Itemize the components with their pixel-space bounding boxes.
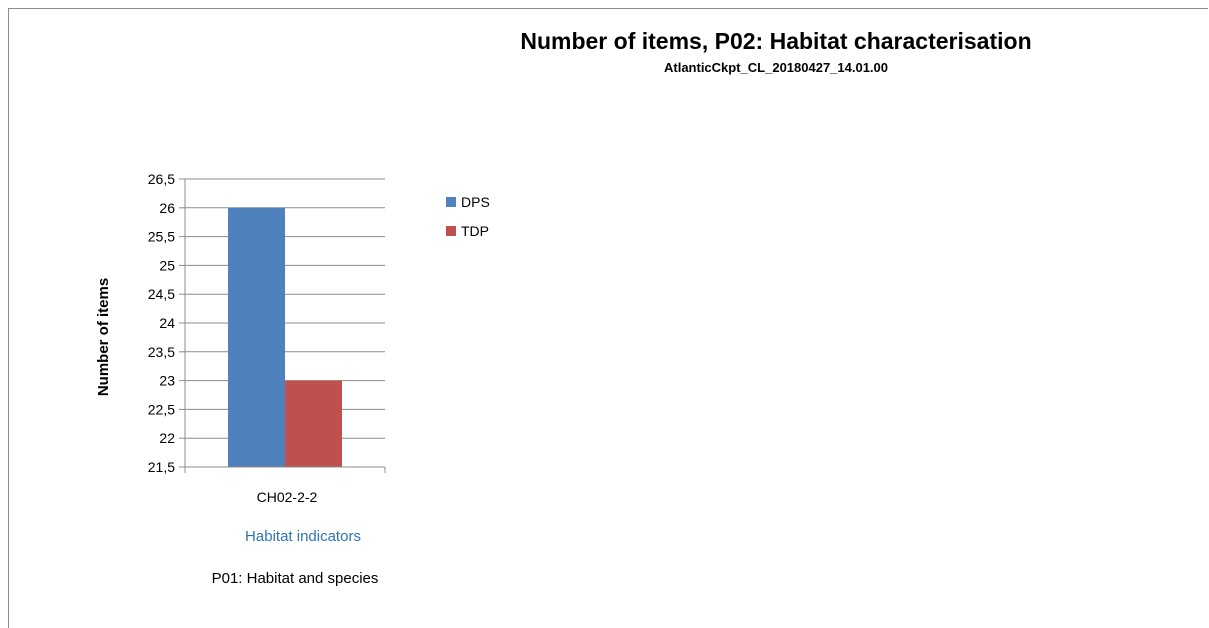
bar-dps bbox=[228, 207, 285, 468]
legend: DPS TDP bbox=[446, 194, 490, 239]
y-tick-label: 25 bbox=[159, 257, 175, 273]
legend-label: DPS bbox=[461, 194, 490, 210]
y-tick-label: 26,5 bbox=[148, 171, 175, 187]
y-tick-label: 23,5 bbox=[148, 344, 175, 360]
chart-frame bbox=[8, 8, 1208, 628]
legend-swatch bbox=[446, 226, 456, 236]
legend-swatch bbox=[446, 197, 456, 207]
y-tick-label: 25,5 bbox=[148, 229, 175, 245]
y-tick-label: 22 bbox=[159, 430, 175, 446]
bar-tdp bbox=[285, 380, 342, 467]
y-tick-label: 22,5 bbox=[148, 401, 175, 417]
footnote: P01: Habitat and species bbox=[212, 570, 379, 587]
y-tick-label: 23 bbox=[159, 373, 175, 389]
y-axis-label: Number of items bbox=[95, 278, 112, 396]
y-tick-label: 24 bbox=[159, 315, 175, 331]
x-axis-label: Habitat indicators bbox=[245, 528, 361, 545]
chart-subtitle: AtlanticCkpt_CL_20180427_14.01.00 bbox=[663, 60, 889, 75]
y-tick-labels: 21,5 22 22,5 23 23,5 24 24,5 25 25,5 26 26,5 bbox=[148, 171, 175, 475]
y-tick-label: 21,5 bbox=[148, 459, 175, 475]
y-tick-label: 26 bbox=[159, 200, 175, 216]
chart-title: Number of items, P02: Habitat characteri… bbox=[520, 28, 1032, 54]
legend-label: TDP bbox=[461, 223, 489, 239]
bars bbox=[228, 207, 342, 468]
axes bbox=[179, 178, 386, 473]
x-tick-label: CH02-2-2 bbox=[257, 489, 318, 505]
y-tick-label: 24,5 bbox=[148, 286, 175, 302]
